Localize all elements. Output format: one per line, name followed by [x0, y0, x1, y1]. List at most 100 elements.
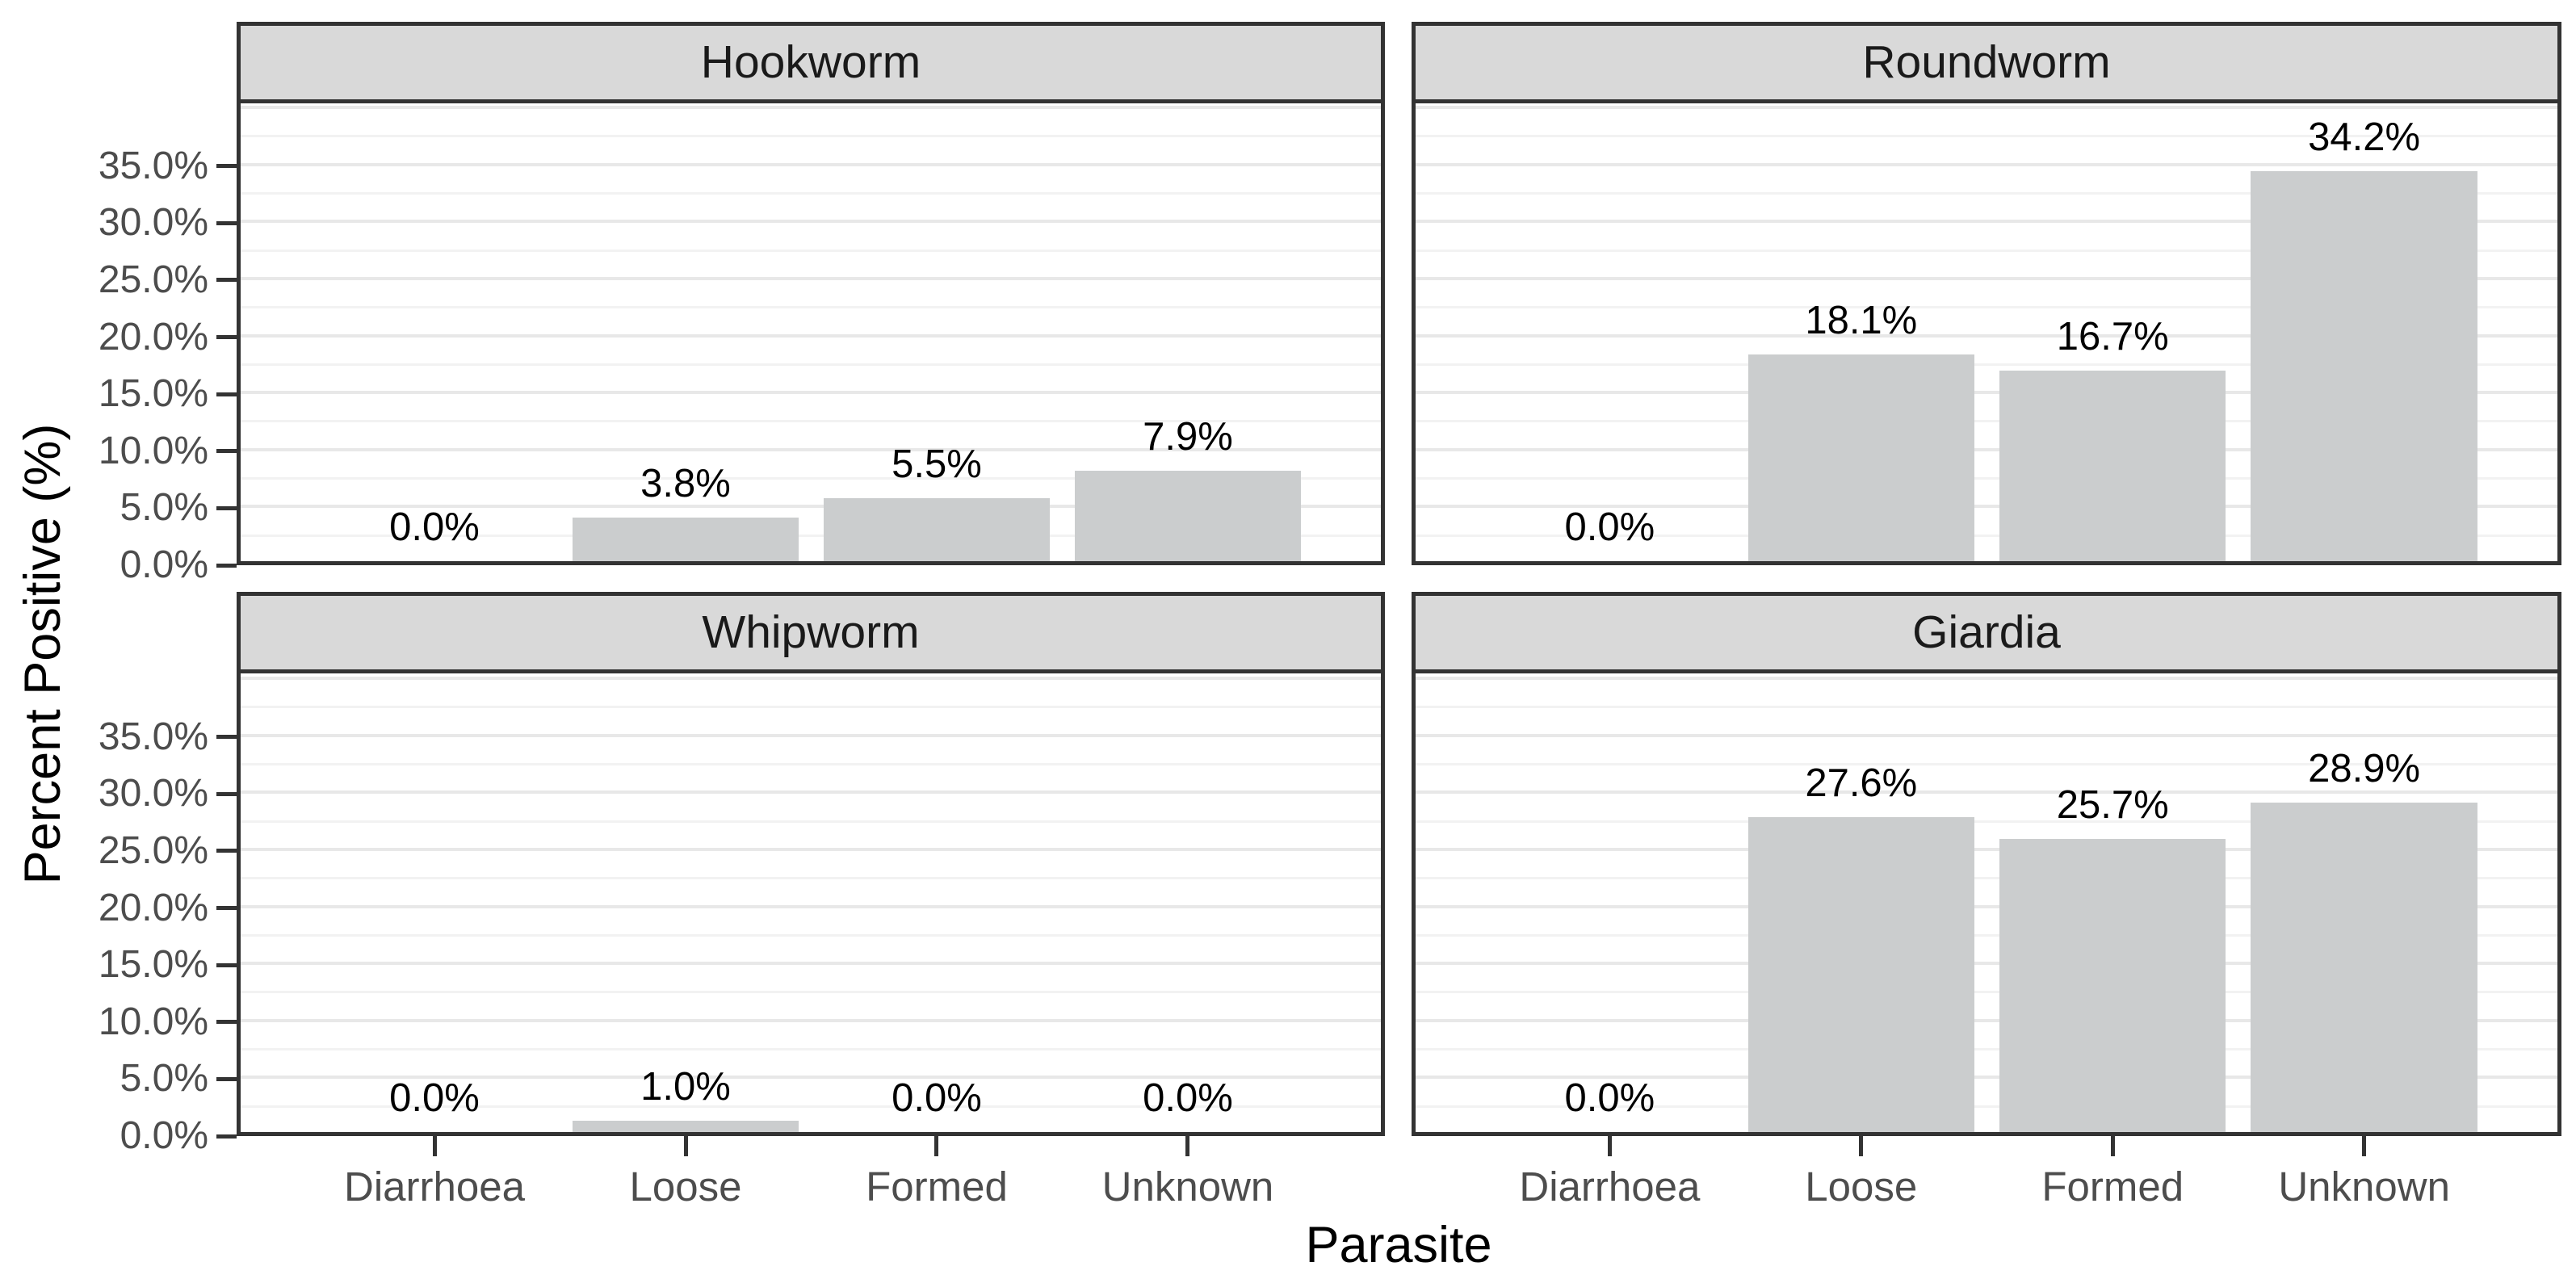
facet-panel-roundworm: 0.0% 18.1% 16.7% 34.2% [1412, 99, 2561, 565]
gridline-major [241, 677, 1381, 681]
bar-roundworm-formed [1999, 371, 2226, 561]
gridline-major [241, 847, 1381, 851]
gridline-minor [1416, 477, 2557, 480]
x-tick-mark [1607, 1136, 1612, 1156]
gridline-major [1416, 333, 2557, 338]
bar-roundworm-unknown [2251, 170, 2477, 561]
bar-value-label: 18.1% [1805, 299, 1918, 343]
gridline-minor [1416, 534, 2557, 537]
gridline-minor [241, 763, 1381, 765]
y-tick-label: 0.0% [120, 543, 208, 586]
y-tick-label: 30.0% [98, 772, 208, 816]
gridline-minor [241, 420, 1381, 423]
bar-value-label: 5.5% [892, 442, 982, 487]
gridline-major [241, 1018, 1381, 1022]
x-tick-label-loose: Loose [629, 1164, 742, 1210]
bar-roundworm-loose [1747, 354, 1974, 561]
y-tick-mark [216, 791, 237, 796]
bar-value-label: 0.0% [1564, 505, 1655, 549]
y-tick-mark [216, 735, 237, 740]
gridline-minor [1416, 363, 2557, 366]
x-axis-title: Parasite [1305, 1217, 1492, 1273]
gridline-major [1416, 106, 2557, 110]
x-tick-mark [1185, 1136, 1190, 1156]
bar-giardia-unknown [2251, 802, 2477, 1132]
x-tick-mark [934, 1136, 939, 1156]
gridline-major [1416, 677, 2557, 681]
facet-panel-hookworm: 0.0% 3.8% 5.5% 7.9% [237, 99, 1385, 565]
gridline-major [1416, 162, 2557, 166]
bar-value-label: 25.7% [2056, 783, 2169, 828]
gridline-major [241, 962, 1381, 966]
gridline-major [1416, 790, 2557, 795]
y-tick-label: 5.0% [120, 1057, 208, 1101]
y-tick-mark [216, 505, 237, 510]
gridline-minor [241, 1105, 1381, 1108]
bar-hookworm-formed [823, 498, 1050, 561]
facet-panel-whipworm: 0.0% 1.0% 0.0% 0.0% [237, 669, 1385, 1136]
y-tick-label: 25.0% [98, 258, 208, 301]
gridline-major [241, 790, 1381, 795]
y-tick-mark [216, 563, 237, 568]
gridline-minor [241, 363, 1381, 366]
gridline-minor [1416, 820, 2557, 823]
gridline-minor [241, 135, 1381, 138]
gridline-major [241, 733, 1381, 737]
gridline-major [241, 162, 1381, 166]
y-tick-mark [216, 449, 237, 454]
gridline-minor [1416, 192, 2557, 195]
x-tick-mark [2110, 1136, 2115, 1156]
gridline-major [1416, 505, 2557, 509]
bar-value-label: 34.2% [2308, 115, 2421, 159]
x-tick-label-diarrhoea: Diarrhoea [344, 1164, 525, 1210]
y-tick-label: 10.0% [98, 1000, 208, 1043]
gridline-minor [241, 991, 1381, 994]
gridline-major [1416, 447, 2557, 451]
y-tick-mark [216, 392, 237, 396]
gridline-minor [1416, 991, 2557, 994]
gridline-minor [1416, 706, 2557, 709]
gridline-minor [1416, 763, 2557, 765]
y-tick-label: 0.0% [120, 1114, 208, 1157]
gridline-minor [241, 820, 1381, 823]
x-tick-mark [683, 1136, 688, 1156]
y-tick-mark [216, 278, 237, 283]
gridline-minor [1416, 877, 2557, 880]
y-tick-mark [216, 849, 237, 853]
facet-panel-giardia: 0.0% 27.6% 25.7% 28.9% [1412, 669, 2561, 1136]
y-tick-label: 35.0% [98, 715, 208, 758]
y-tick-mark [216, 962, 237, 967]
gridline-major [241, 904, 1381, 908]
bar-value-label: 16.7% [2056, 315, 2169, 359]
x-tick-label-unknown: Unknown [2278, 1164, 2450, 1210]
bar-value-label: 1.0% [640, 1064, 731, 1109]
bar-value-label: 0.0% [1564, 1076, 1655, 1120]
bar-whipworm-loose [573, 1120, 799, 1132]
gridline-major [1416, 847, 2557, 851]
gridline-major [241, 1076, 1381, 1080]
x-tick-label-formed: Formed [866, 1164, 1008, 1210]
y-tick-mark [216, 906, 237, 911]
gridline-major [1416, 1076, 2557, 1080]
gridline-minor [241, 1048, 1381, 1051]
x-tick-label-unknown: Unknown [1101, 1164, 1274, 1210]
y-tick-mark [216, 164, 237, 169]
x-tick-mark [1859, 1136, 1864, 1156]
y-tick-label: 25.0% [98, 828, 208, 872]
x-tick-label-diarrhoea: Diarrhoea [1519, 1164, 1701, 1210]
y-tick-label: 15.0% [98, 943, 208, 987]
gridline-major [241, 276, 1381, 280]
gridline-minor [241, 249, 1381, 252]
y-tick-mark [216, 1134, 237, 1139]
bar-value-label: 0.0% [389, 505, 480, 549]
gridline-major [241, 220, 1381, 224]
y-tick-mark [216, 335, 237, 340]
x-tick-mark [2362, 1136, 2367, 1156]
bar-hookworm-unknown [1074, 471, 1301, 561]
gridline-major [241, 505, 1381, 509]
x-tick-label-loose: Loose [1805, 1164, 1918, 1210]
gridline-major [241, 333, 1381, 338]
gridline-minor [241, 477, 1381, 480]
gridline-minor [1416, 1048, 2557, 1051]
